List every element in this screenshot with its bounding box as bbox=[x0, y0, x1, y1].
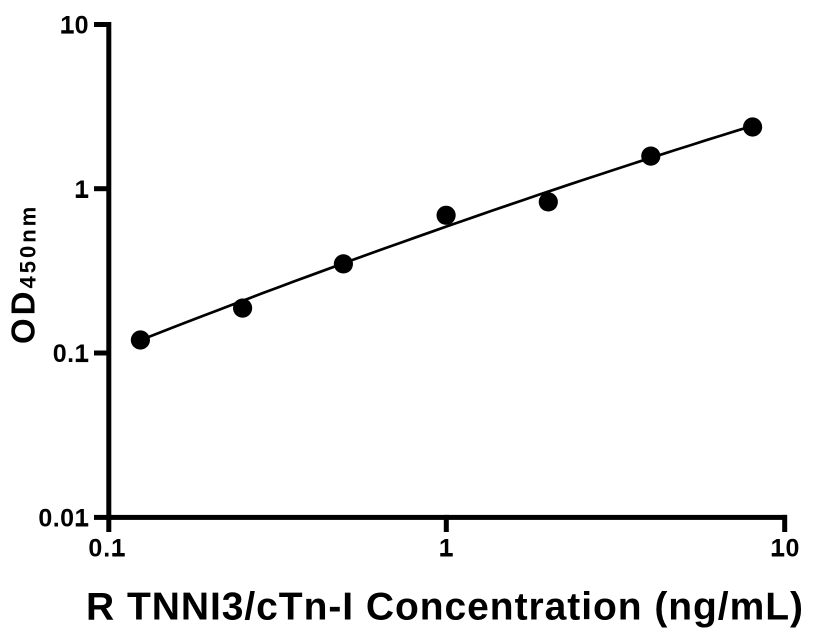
svg-text:0.1: 0.1 bbox=[88, 534, 126, 562]
svg-text:10: 10 bbox=[771, 534, 801, 562]
svg-text:R TNNI3/cTn-I Concentration (n: R TNNI3/cTn-I Concentration (ng/mL) bbox=[86, 586, 804, 629]
svg-text:0.1: 0.1 bbox=[53, 340, 89, 368]
svg-text:1: 1 bbox=[75, 176, 89, 204]
svg-text:1: 1 bbox=[439, 534, 454, 562]
svg-text:10: 10 bbox=[60, 12, 89, 40]
svg-text:0.01: 0.01 bbox=[38, 505, 89, 533]
